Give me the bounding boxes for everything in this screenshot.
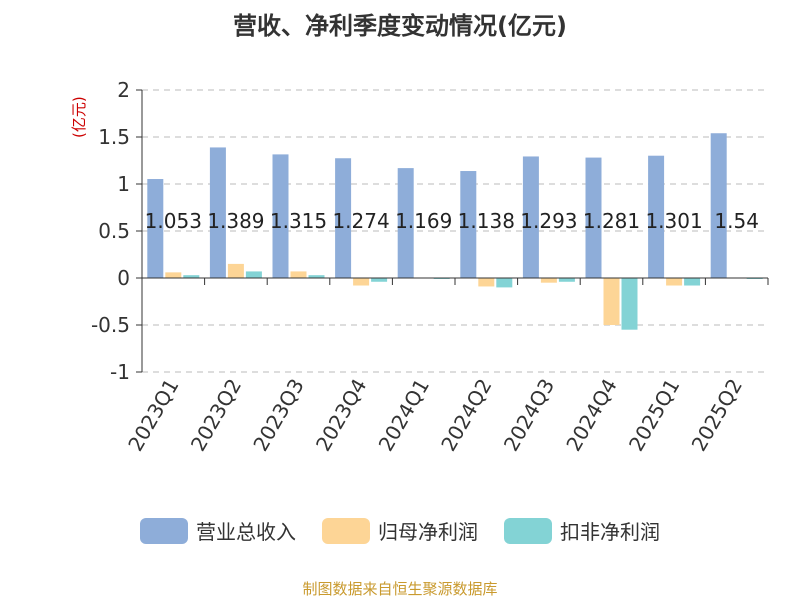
x-tick-label: 2024Q2 [436, 375, 496, 456]
y-tick-label: -1 [110, 360, 130, 384]
x-tick-label: 2023Q2 [186, 375, 246, 456]
y-axis-unit-label: (亿元) [70, 96, 88, 138]
bar-deducted-profit [183, 275, 200, 278]
bar-net-profit [540, 278, 557, 283]
legend-label-deducted-profit: 扣非净利润 [560, 520, 660, 544]
data-label-revenue: 1.301 [645, 209, 702, 233]
data-label-revenue: 1.281 [583, 209, 640, 233]
y-tick-label: 1 [117, 172, 130, 196]
chart-title: 营收、净利季度变动情况(亿元) [233, 12, 567, 40]
bar-net-profit [666, 278, 683, 286]
bar-deducted-profit [496, 278, 513, 288]
bar-chart: -1 -0.5 0 0.5 1 1.5 2 1.053 1.389 1.315 1.274 1.169… [91, 78, 769, 456]
bar-revenue [397, 168, 414, 278]
legend-item-revenue[interactable]: 营业总收入 [140, 516, 296, 545]
data-label-revenue: 1.274 [332, 209, 389, 233]
legend-label-net-profit: 归母净利润 [378, 520, 478, 544]
x-tick-label: 2025Q2 [687, 375, 747, 456]
data-label-revenue: 1.293 [520, 209, 577, 233]
y-tick-label: 2 [117, 78, 130, 102]
y-tick-label: 1.5 [98, 125, 130, 149]
bar-revenue [585, 157, 602, 278]
y-tick-label: -0.5 [91, 313, 130, 337]
x-tick-label: 2023Q1 [123, 375, 183, 456]
legend-swatch-net-profit [322, 517, 370, 544]
x-tick-label: 2025Q1 [624, 375, 684, 456]
bar-revenue [147, 179, 164, 278]
bar-net-profit [353, 278, 370, 286]
legend-item-deducted-profit[interactable]: 扣非净利润 [504, 516, 660, 545]
x-tick-label: 2024Q3 [499, 375, 559, 456]
data-label-revenue: 1.169 [395, 209, 452, 233]
bar-revenue [335, 158, 352, 278]
bar-revenue [272, 154, 289, 278]
legend-swatch-revenue [140, 517, 188, 544]
legend-swatch-deducted-profit [504, 517, 552, 544]
data-label-revenue: 1.389 [207, 209, 264, 233]
bar-net-profit [290, 271, 307, 278]
bar-deducted-profit [371, 278, 388, 282]
bar-deducted-profit [308, 275, 325, 278]
y-tick-label: 0.5 [98, 219, 130, 243]
bar-revenue [460, 171, 477, 278]
legend-label-revenue: 营业总收入 [196, 520, 296, 544]
bar-revenue [522, 156, 539, 278]
bar-deducted-profit [621, 278, 638, 330]
bar-revenue [648, 155, 665, 278]
source-footer: 制图数据来自恒生聚源数据库 [302, 580, 498, 598]
x-tick-label: 2024Q4 [561, 375, 621, 456]
data-label-revenue: 1.54 [714, 209, 759, 233]
bar-deducted-profit [684, 278, 701, 286]
bar-revenue [710, 133, 727, 278]
data-label-revenue: 1.138 [458, 209, 515, 233]
bar-revenue [209, 147, 226, 278]
y-tick-label: 0 [117, 266, 130, 290]
data-label-revenue: 1.053 [145, 209, 202, 233]
x-tick-label: 2023Q4 [311, 375, 371, 456]
legend: 营业总收入 归母净利润 扣非净利润 [0, 516, 800, 545]
bar-deducted-profit [245, 271, 262, 278]
unit-label-wrapper: (亿元) [70, 96, 88, 138]
legend-item-net-profit[interactable]: 归母净利润 [322, 516, 478, 545]
bar-net-profit [478, 278, 495, 287]
x-tick-label: 2023Q3 [248, 375, 308, 456]
x-tick-label: 2024Q1 [374, 375, 434, 456]
bar-net-profit [165, 272, 182, 278]
data-label-revenue: 1.315 [270, 209, 327, 233]
bar-deducted-profit [558, 278, 575, 282]
bar-net-profit [227, 263, 244, 278]
bar-net-profit [603, 278, 620, 325]
